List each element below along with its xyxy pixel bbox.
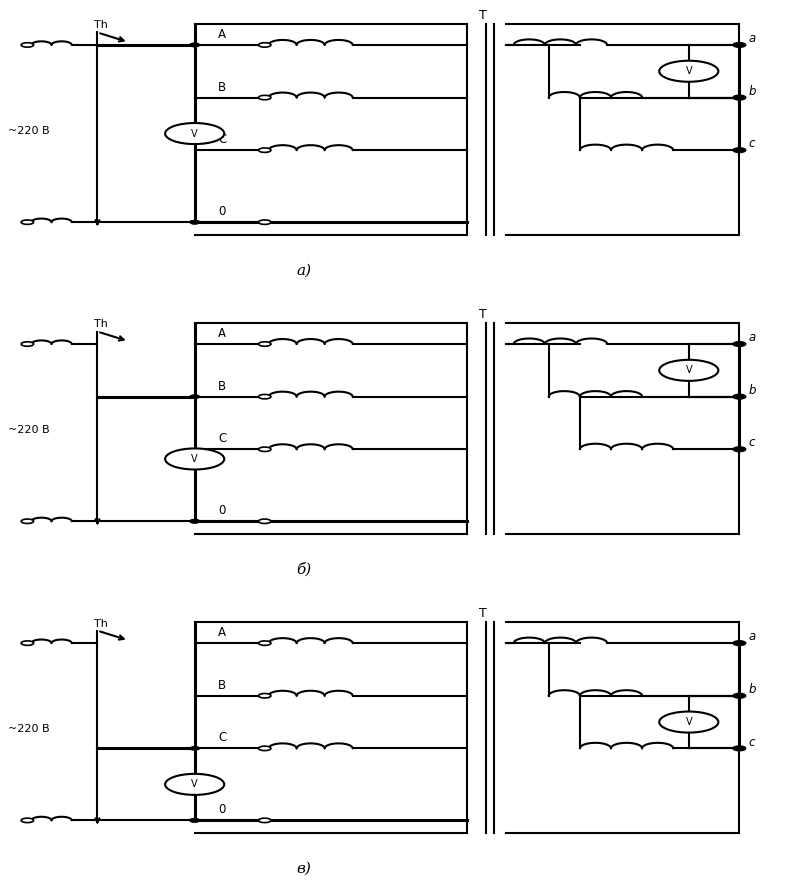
Circle shape bbox=[259, 694, 271, 698]
Text: ~220 B: ~220 B bbox=[8, 425, 49, 435]
Text: c: c bbox=[749, 138, 755, 150]
Circle shape bbox=[190, 819, 199, 822]
Text: a: a bbox=[749, 630, 756, 643]
Circle shape bbox=[734, 148, 744, 152]
Circle shape bbox=[259, 519, 271, 523]
Text: A: A bbox=[218, 28, 226, 41]
Circle shape bbox=[259, 148, 271, 153]
Text: a: a bbox=[749, 331, 756, 345]
Circle shape bbox=[190, 43, 199, 46]
Circle shape bbox=[259, 818, 271, 822]
Circle shape bbox=[21, 342, 33, 346]
Text: Тh: Тh bbox=[94, 619, 108, 629]
Text: V: V bbox=[685, 66, 692, 76]
Circle shape bbox=[734, 395, 744, 398]
Text: T: T bbox=[479, 607, 487, 620]
Text: Тh: Тh bbox=[94, 320, 108, 330]
Text: C: C bbox=[218, 432, 226, 446]
Circle shape bbox=[733, 342, 746, 346]
Circle shape bbox=[734, 641, 744, 645]
Circle shape bbox=[165, 123, 224, 144]
Circle shape bbox=[21, 641, 33, 646]
Text: c: c bbox=[749, 736, 755, 748]
Text: V: V bbox=[191, 780, 198, 789]
Text: B: B bbox=[218, 380, 226, 393]
Text: V: V bbox=[685, 365, 692, 375]
Circle shape bbox=[733, 747, 746, 751]
Circle shape bbox=[734, 447, 744, 451]
Circle shape bbox=[733, 96, 746, 100]
Circle shape bbox=[165, 448, 224, 470]
Text: 0: 0 bbox=[218, 205, 225, 218]
Text: ~220 B: ~220 B bbox=[8, 723, 49, 734]
Circle shape bbox=[734, 342, 744, 346]
Text: a: a bbox=[749, 32, 756, 46]
Text: A: A bbox=[218, 626, 226, 639]
Circle shape bbox=[190, 819, 199, 822]
Circle shape bbox=[659, 712, 719, 732]
Text: b: b bbox=[749, 85, 756, 97]
Circle shape bbox=[259, 96, 271, 100]
Text: T: T bbox=[479, 308, 487, 321]
Circle shape bbox=[190, 747, 199, 750]
Circle shape bbox=[190, 43, 199, 46]
Circle shape bbox=[659, 61, 719, 82]
Text: б): б) bbox=[296, 563, 311, 577]
Text: C: C bbox=[218, 731, 226, 745]
Circle shape bbox=[21, 818, 33, 822]
Circle shape bbox=[733, 641, 746, 646]
Circle shape bbox=[21, 519, 33, 523]
Circle shape bbox=[190, 221, 199, 224]
Circle shape bbox=[190, 221, 199, 224]
Text: B: B bbox=[218, 679, 226, 692]
Circle shape bbox=[259, 342, 271, 346]
Text: b: b bbox=[749, 384, 756, 396]
Text: B: B bbox=[218, 80, 226, 94]
Circle shape bbox=[733, 694, 746, 698]
Circle shape bbox=[259, 641, 271, 646]
Circle shape bbox=[734, 694, 744, 697]
Circle shape bbox=[259, 395, 271, 399]
Circle shape bbox=[190, 395, 199, 398]
Circle shape bbox=[190, 520, 199, 523]
Circle shape bbox=[659, 360, 719, 381]
Text: Тh: Тh bbox=[94, 21, 108, 30]
Circle shape bbox=[21, 220, 33, 224]
Text: 0: 0 bbox=[218, 804, 225, 816]
Circle shape bbox=[259, 220, 271, 224]
Text: c: c bbox=[749, 437, 755, 449]
Circle shape bbox=[21, 43, 33, 47]
Circle shape bbox=[734, 96, 744, 99]
Circle shape bbox=[733, 447, 746, 452]
Text: T: T bbox=[479, 9, 487, 21]
Circle shape bbox=[733, 43, 746, 47]
Text: V: V bbox=[685, 717, 692, 727]
Circle shape bbox=[259, 43, 271, 47]
Text: а): а) bbox=[296, 263, 311, 278]
Text: V: V bbox=[191, 129, 198, 138]
Text: в): в) bbox=[296, 862, 311, 876]
Circle shape bbox=[165, 774, 224, 795]
Text: ~220 B: ~220 B bbox=[8, 126, 49, 136]
Text: b: b bbox=[749, 683, 756, 696]
Text: V: V bbox=[191, 454, 198, 464]
Circle shape bbox=[733, 395, 746, 399]
Text: 0: 0 bbox=[218, 505, 225, 517]
Circle shape bbox=[733, 148, 746, 153]
Circle shape bbox=[259, 447, 271, 452]
Circle shape bbox=[734, 43, 744, 46]
Circle shape bbox=[259, 747, 271, 751]
Text: A: A bbox=[218, 327, 226, 340]
Text: C: C bbox=[218, 133, 226, 146]
Circle shape bbox=[190, 520, 199, 523]
Circle shape bbox=[734, 747, 744, 750]
